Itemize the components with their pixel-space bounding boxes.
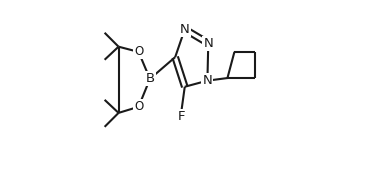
Text: B: B [145, 72, 154, 85]
Text: O: O [134, 45, 143, 58]
Text: O: O [134, 100, 143, 113]
Text: N: N [180, 23, 189, 36]
Text: N: N [203, 74, 212, 87]
Text: N: N [203, 37, 213, 50]
Text: F: F [178, 110, 185, 123]
